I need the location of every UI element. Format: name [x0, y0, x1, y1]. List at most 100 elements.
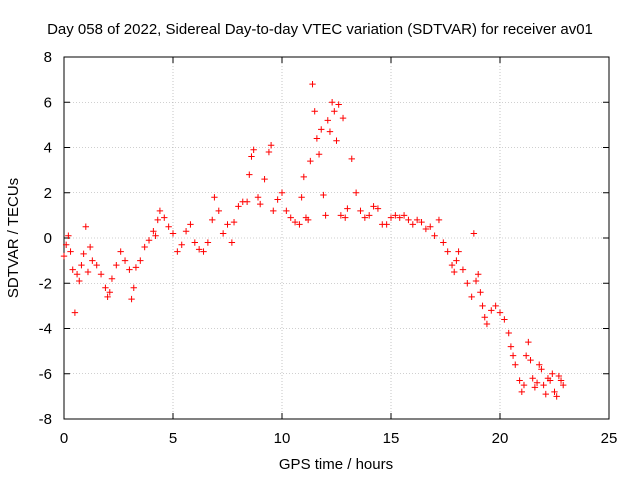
data-point — [468, 293, 475, 301]
data-point — [501, 316, 508, 323]
data-point — [370, 203, 377, 210]
data-point — [84, 268, 92, 276]
data-point — [257, 200, 264, 208]
data-point — [483, 320, 491, 328]
data-point — [324, 117, 331, 124]
data-point — [248, 153, 255, 160]
data-point — [230, 218, 238, 226]
data-point — [542, 390, 549, 398]
data-point — [117, 248, 124, 255]
data-point — [418, 218, 425, 226]
data-point — [413, 216, 421, 224]
data-point — [333, 137, 340, 144]
data-point — [477, 289, 484, 296]
data-point — [82, 223, 89, 230]
y-tick-label: -8 — [39, 411, 52, 428]
y-tick-label: 2 — [44, 185, 52, 202]
data-point — [459, 266, 467, 273]
data-point — [108, 275, 116, 282]
data-point — [311, 108, 318, 115]
data-point — [557, 377, 565, 384]
data-point — [274, 196, 281, 203]
y-tick-label: -2 — [39, 275, 52, 292]
data-point — [470, 230, 478, 237]
data-point — [331, 108, 338, 115]
data-point — [507, 343, 515, 350]
data-point — [60, 252, 68, 260]
data-point — [444, 248, 451, 255]
data-point — [435, 216, 443, 224]
data-point — [211, 194, 218, 201]
data-point — [479, 302, 486, 310]
data-point — [481, 313, 488, 321]
y-tick-label: 4 — [44, 140, 52, 157]
data-point — [76, 277, 83, 285]
data-point — [383, 221, 390, 228]
data-point — [522, 352, 530, 359]
data-point — [278, 189, 286, 196]
data-point — [141, 243, 148, 251]
data-point — [246, 171, 253, 178]
data-point — [361, 214, 369, 221]
data-point — [102, 284, 109, 291]
data-point — [291, 218, 299, 226]
data-point — [156, 207, 164, 215]
data-point — [431, 232, 438, 239]
data-point — [518, 388, 525, 396]
data-point — [200, 248, 207, 255]
x-tick-label: 5 — [169, 430, 177, 447]
data-point — [538, 366, 545, 373]
data-point — [187, 221, 194, 228]
data-point — [551, 388, 558, 396]
data-point — [174, 248, 181, 255]
x-tick-label: 20 — [492, 430, 509, 447]
data-point — [531, 384, 539, 391]
data-point — [270, 207, 277, 215]
data-point — [86, 243, 94, 251]
chart-title: Day 058 of 2022, Sidereal Day-to-day VTE… — [47, 21, 593, 38]
data-point — [348, 155, 355, 163]
data-point — [128, 295, 135, 303]
data-point — [516, 377, 523, 384]
data-point — [409, 221, 416, 228]
data-point — [453, 257, 460, 264]
y-tick-label: -4 — [39, 321, 52, 338]
data-point — [475, 271, 482, 278]
data-point — [265, 148, 273, 156]
data-point — [488, 307, 495, 314]
x-tick-label: 0 — [60, 430, 68, 447]
data-point — [69, 266, 76, 273]
data-point — [169, 230, 177, 237]
x-tick-label: 15 — [383, 430, 400, 447]
y-tick-label: 0 — [44, 230, 52, 247]
data-point — [152, 232, 159, 239]
data-point — [440, 239, 447, 246]
data-point — [228, 239, 236, 246]
data-point — [309, 80, 316, 88]
data-point — [89, 257, 96, 264]
data-point — [126, 266, 133, 273]
data-point — [366, 212, 373, 219]
x-tick-label: 10 — [274, 430, 291, 447]
data-point — [209, 216, 216, 224]
data-point — [250, 146, 257, 153]
data-point — [315, 151, 323, 158]
data-point — [322, 212, 329, 219]
data-point — [422, 225, 430, 233]
data-point — [267, 142, 275, 149]
data-point — [533, 379, 541, 386]
data-point — [204, 239, 212, 246]
y-axis: -8 -6 -4 -2 0 2 4 6 8 — [39, 49, 609, 428]
data-point — [540, 381, 547, 389]
data-point — [492, 302, 499, 310]
data-point — [339, 114, 347, 122]
data-point — [195, 246, 203, 253]
data-point — [104, 293, 111, 301]
data-series — [60, 80, 567, 400]
data-point — [318, 126, 325, 133]
x-tick-label: 25 — [601, 430, 618, 447]
data-point — [67, 248, 74, 255]
data-point — [97, 271, 105, 278]
data-point — [387, 214, 395, 221]
data-point — [405, 216, 412, 224]
